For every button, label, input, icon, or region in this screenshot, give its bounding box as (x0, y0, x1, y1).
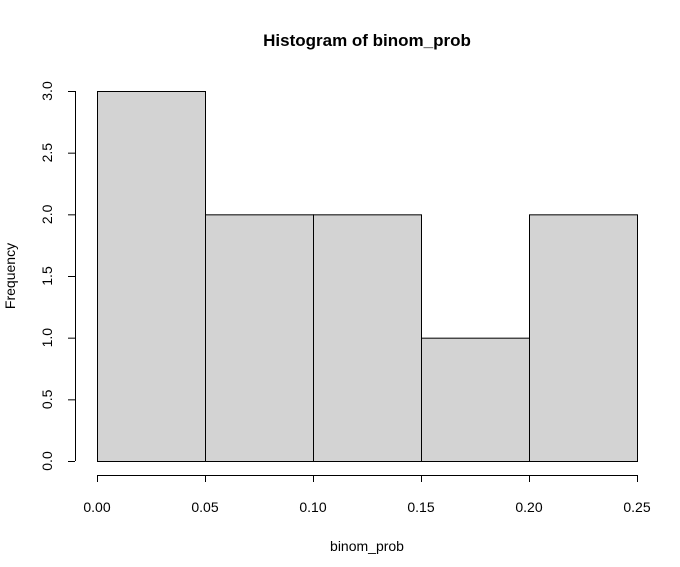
y-tick-label: 0.0 (39, 451, 55, 471)
x-tick-label: 0.05 (191, 499, 218, 515)
histogram-bar-2 (205, 214, 314, 462)
histogram-bar-3 (313, 214, 422, 462)
y-tick-label: 1.5 (39, 266, 55, 286)
chart-title: Histogram of binom_prob (263, 31, 471, 50)
x-tick-label: 0.25 (623, 499, 650, 515)
x-axis-label: binom_prob (330, 538, 404, 554)
y-axis-label: Frequency (2, 243, 18, 309)
x-tick-label: 0.10 (299, 499, 326, 515)
histogram-bar-4 (421, 337, 530, 462)
histogram-bar-1 (97, 91, 206, 462)
y-tick-label: 3.0 (39, 81, 55, 101)
y-tick-label: 0.5 (39, 389, 55, 409)
y-tick-label: 2.5 (39, 143, 55, 163)
x-tick-label: 0.20 (515, 499, 542, 515)
x-tick-label: 0.15 (407, 499, 434, 515)
y-axis: 0.0 0.5 1.0 1.5 2.0 2.5 3.0 (39, 81, 76, 471)
x-tick-label: 0.00 (83, 499, 110, 515)
histogram-bar-5 (529, 214, 638, 462)
y-tick-label: 2.0 (39, 204, 55, 224)
bars-group (97, 91, 638, 462)
y-tick-label: 1.0 (39, 328, 55, 348)
x-axis: 0.00 0.05 0.10 0.15 0.20 0.25 (83, 475, 651, 515)
